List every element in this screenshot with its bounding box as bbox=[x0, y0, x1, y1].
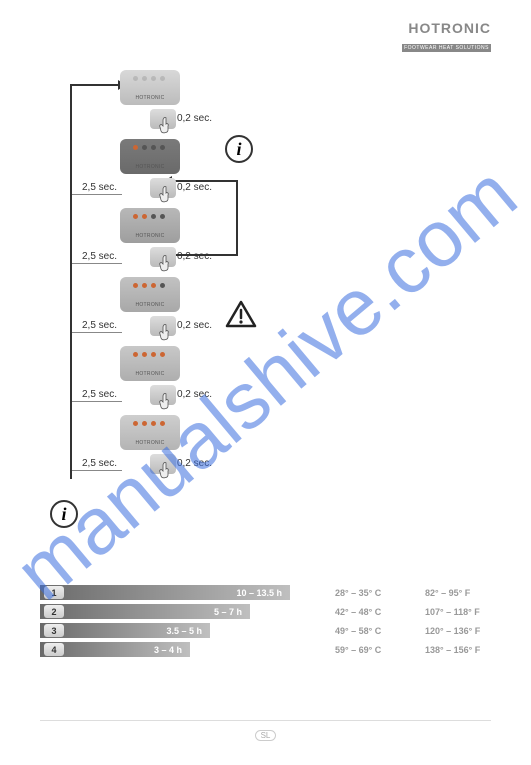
device-brand-label: HOTRONIC bbox=[120, 302, 180, 308]
device-illustration: HOTRONIC bbox=[120, 277, 180, 312]
press-button-step: 0,2 sec. bbox=[40, 109, 240, 139]
warning-icon bbox=[225, 300, 257, 328]
press-button-step: 0,2 sec. 2,5 sec. bbox=[40, 316, 240, 346]
device-brand-label: HOTRONIC bbox=[120, 164, 180, 170]
press-short-label: 0,2 sec. bbox=[177, 389, 212, 400]
device-illustration: HOTRONIC bbox=[120, 70, 180, 105]
temperature-fahrenheit: 82° – 95° F bbox=[425, 588, 470, 598]
info-icon: i bbox=[225, 135, 253, 163]
press-button-step: 0,2 sec. 2,5 sec. bbox=[40, 247, 240, 277]
device-brand-label: HOTRONIC bbox=[120, 233, 180, 239]
brand-tagline: FOOTWEAR HEAT SOLUTIONS bbox=[402, 44, 491, 52]
press-short-label: 0,2 sec. bbox=[177, 320, 212, 331]
heat-level-row: 4 3 – 4 h 59° – 69° C 138° – 156° F bbox=[40, 642, 491, 657]
device-illustration: HOTRONIC bbox=[120, 415, 180, 450]
press-long-label: 2,5 sec. bbox=[82, 458, 117, 469]
level-number: 3 bbox=[44, 624, 64, 637]
device-brand-label: HOTRONIC bbox=[120, 95, 180, 101]
watermark: manualshive.com bbox=[0, 147, 531, 618]
runtime-hours: 5 – 7 h bbox=[214, 607, 242, 617]
level-number: 4 bbox=[44, 643, 64, 656]
temperature-fahrenheit: 138° – 156° F bbox=[425, 645, 480, 655]
temperature-celsius: 42° – 48° C bbox=[335, 607, 381, 617]
runtime-hours: 3.5 – 5 h bbox=[166, 626, 202, 636]
press-long-label: 2,5 sec. bbox=[82, 182, 117, 193]
device-illustration: HOTRONIC bbox=[120, 208, 180, 243]
heat-level-bar: 4 3 – 4 h bbox=[40, 642, 190, 657]
temperature-celsius: 59° – 69° C bbox=[335, 645, 381, 655]
heat-level-bar: 1 10 – 13.5 h bbox=[40, 585, 290, 600]
device-illustration: HOTRONIC bbox=[120, 139, 180, 174]
runtime-hours: 10 – 13.5 h bbox=[236, 588, 282, 598]
press-short-label: 0,2 sec. bbox=[177, 113, 212, 124]
temperature-fahrenheit: 107° – 118° F bbox=[425, 607, 480, 617]
heat-level-row: 3 3.5 – 5 h 49° – 58° C 120° – 136° F bbox=[40, 623, 491, 638]
heat-level-row: 2 5 – 7 h 42° – 48° C 107° – 118° F bbox=[40, 604, 491, 619]
press-button-step: 0,2 sec. 2,5 sec. bbox=[40, 178, 240, 208]
press-long-label: 2,5 sec. bbox=[82, 389, 117, 400]
press-short-label: 0,2 sec. bbox=[177, 182, 212, 193]
device-brand-label: HOTRONIC bbox=[120, 440, 180, 446]
runtime-hours: 3 – 4 h bbox=[154, 645, 182, 655]
heat-level-table: 1 10 – 13.5 h 28° – 35° C 82° – 95° F 2 5 – 7… bbox=[40, 585, 491, 661]
temperature-fahrenheit: 120° – 136° F bbox=[425, 626, 480, 636]
device-illustration: HOTRONIC bbox=[120, 346, 180, 381]
brand-name: HOTRONIC bbox=[402, 20, 491, 36]
info-icon: i bbox=[50, 500, 78, 528]
press-button-step: 0,2 sec. 2,5 sec. bbox=[40, 454, 240, 484]
page-code: SL bbox=[255, 730, 277, 741]
heat-level-row: 1 10 – 13.5 h 28° – 35° C 82° – 95° F bbox=[40, 585, 491, 600]
press-button-step: 0,2 sec. 2,5 sec. bbox=[40, 385, 240, 415]
brand-logo: HOTRONIC FOOTWEAR HEAT SOLUTIONS bbox=[402, 20, 491, 54]
press-short-label: 0,2 sec. bbox=[177, 458, 212, 469]
page-footer: SL bbox=[40, 720, 491, 743]
press-long-label: 2,5 sec. bbox=[82, 320, 117, 331]
press-long-label: 2,5 sec. bbox=[82, 251, 117, 262]
level-number: 1 bbox=[44, 586, 64, 599]
temperature-celsius: 49° – 58° C bbox=[335, 626, 381, 636]
heat-level-bar: 2 5 – 7 h bbox=[40, 604, 250, 619]
press-short-label: 0,2 sec. bbox=[177, 251, 212, 262]
temperature-celsius: 28° – 35° C bbox=[335, 588, 381, 598]
level-number: 2 bbox=[44, 605, 64, 618]
device-brand-label: HOTRONIC bbox=[120, 371, 180, 377]
heat-level-bar: 3 3.5 – 5 h bbox=[40, 623, 210, 638]
